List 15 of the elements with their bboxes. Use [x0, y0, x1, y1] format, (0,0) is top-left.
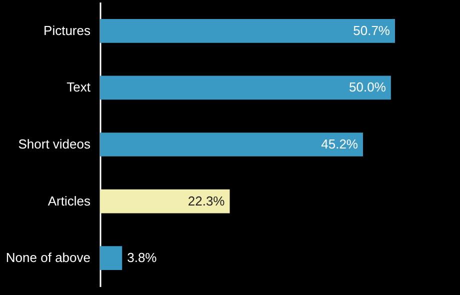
- y-tick-label: Pictures: [44, 22, 91, 38]
- data-label: 50.7%: [353, 22, 390, 38]
- y-tick-label: Articles: [48, 193, 91, 208]
- bar: [100, 189, 230, 214]
- data-label: 45.2%: [321, 136, 358, 152]
- bar: [100, 246, 122, 270]
- y-tick-label: Short videos: [18, 136, 91, 152]
- y-tick-label: None of above: [6, 250, 90, 266]
- data-label: 50.0%: [349, 80, 386, 95]
- data-label: 3.8%: [127, 250, 158, 266]
- y-tick-label: Text: [66, 80, 91, 95]
- bar: [100, 76, 391, 100]
- bar: [100, 19, 395, 43]
- bar: [100, 132, 363, 156]
- data-label: 22.3%: [188, 193, 226, 208]
